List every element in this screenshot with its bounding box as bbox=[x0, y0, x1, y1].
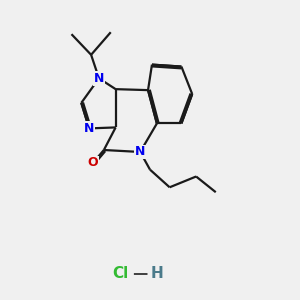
Text: N: N bbox=[135, 146, 146, 158]
Text: N: N bbox=[94, 72, 104, 85]
Text: Cl: Cl bbox=[112, 266, 129, 281]
Text: —: — bbox=[132, 266, 147, 281]
Text: H: H bbox=[151, 266, 164, 281]
Text: O: O bbox=[88, 156, 98, 169]
Text: N: N bbox=[84, 122, 94, 135]
